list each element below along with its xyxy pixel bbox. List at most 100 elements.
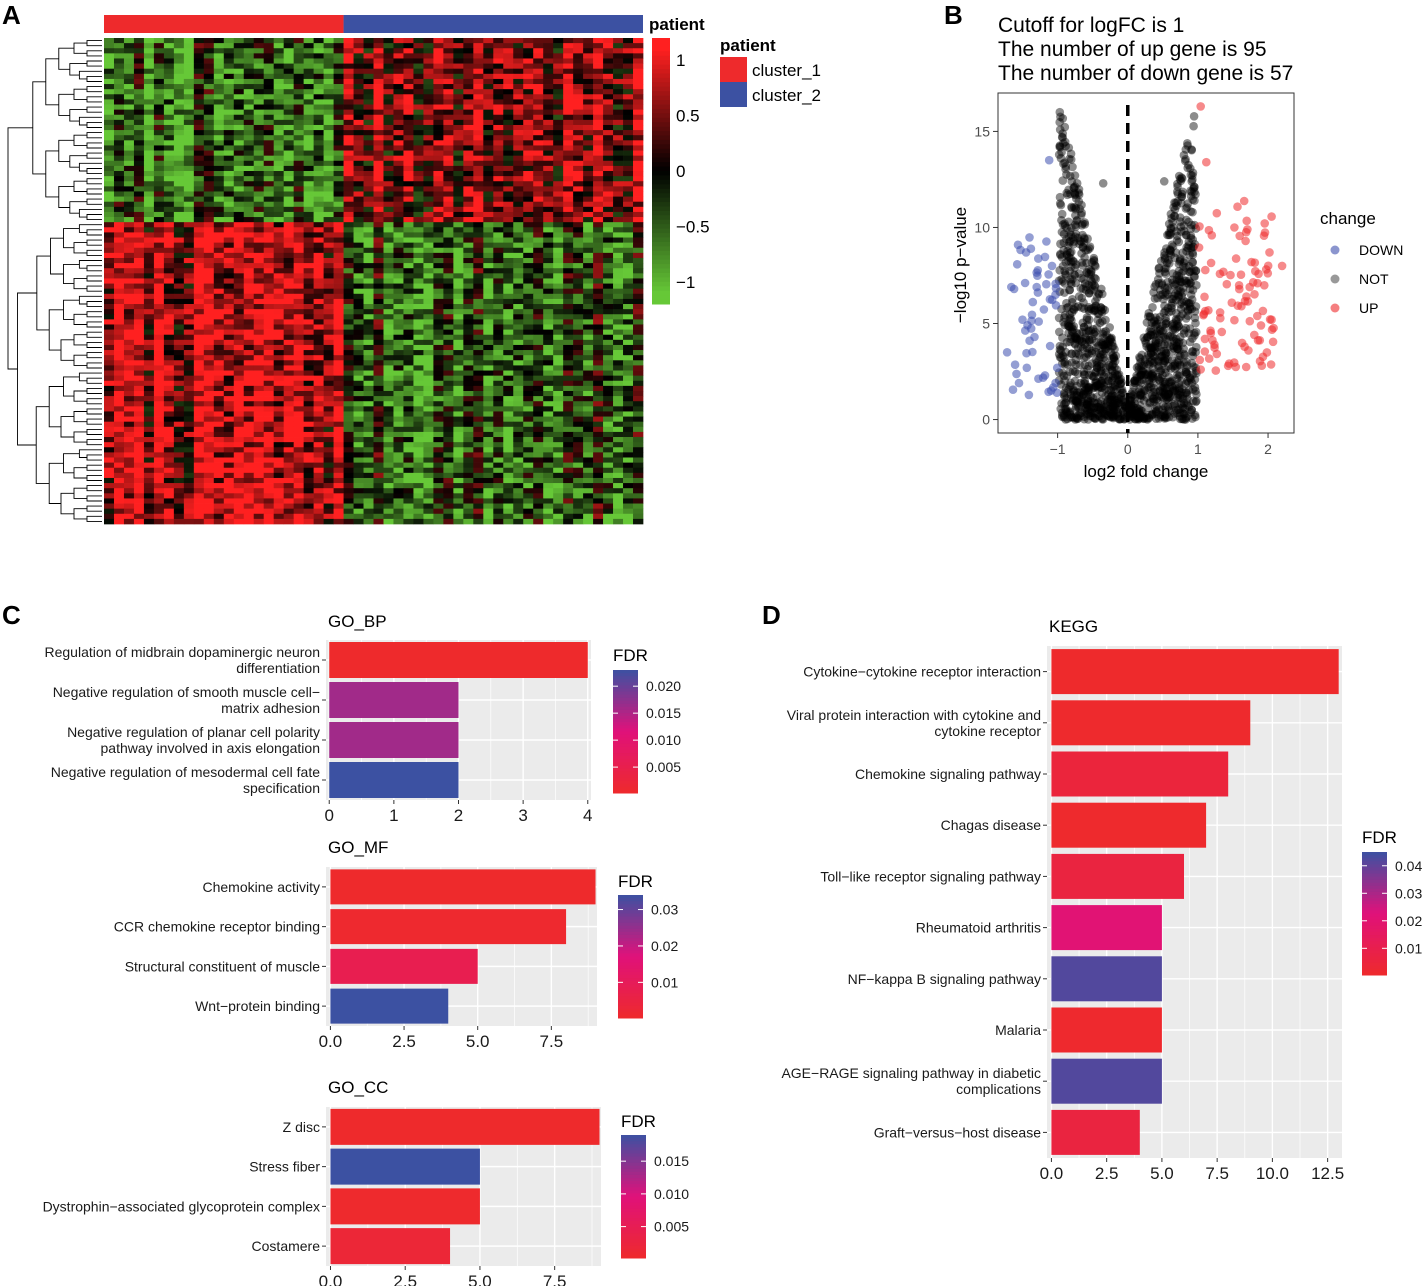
heatmap-cell: [413, 191, 424, 197]
heatmap-cell: [373, 130, 384, 136]
heatmap-cell: [383, 288, 394, 295]
heatmap-cell: [523, 73, 534, 80]
heatmap-cell: [453, 467, 464, 474]
heatmap-cell: [203, 452, 215, 458]
heatmap-cell: [343, 268, 354, 274]
heatmap-cell: [383, 242, 394, 249]
heatmap-cell: [543, 406, 554, 412]
heatmap-cell: [353, 227, 364, 233]
heatmap-cell: [104, 437, 115, 443]
heatmap-cell: [113, 365, 125, 371]
heatmap-cell: [283, 38, 294, 44]
heatmap-cell: [543, 370, 554, 376]
heatmap-cell: [563, 350, 574, 356]
heatmap-cell: [403, 38, 414, 44]
heatmap-cell: [483, 242, 494, 249]
heatmap-cell: [323, 104, 334, 110]
heatmap-cell: [473, 452, 484, 458]
heatmap-cell: [533, 160, 544, 167]
heatmap-cell: [153, 462, 165, 469]
heatmap-cell: [123, 130, 135, 136]
heatmap-cell: [513, 186, 524, 192]
heatmap-cell: [323, 477, 334, 484]
heatmap-cell: [603, 493, 614, 499]
heatmap-cell: [323, 339, 334, 346]
heatmap-cell: [513, 160, 524, 167]
heatmap-cell: [253, 293, 265, 300]
heatmap-cell: [403, 442, 414, 448]
heatmap-cell: [383, 201, 394, 208]
heatmap-cell: [603, 84, 614, 90]
heatmap-cell: [153, 48, 165, 54]
heatmap-cell: [393, 227, 404, 233]
heatmap-cell: [553, 130, 564, 136]
heatmap-cell: [223, 355, 235, 361]
heatmap-cell: [313, 53, 324, 59]
heatmap-cell: [453, 416, 464, 423]
heatmap-cell: [413, 498, 424, 504]
heatmap-cell: [183, 344, 195, 351]
heatmap-cell: [183, 181, 195, 187]
heatmap-cell: [343, 217, 354, 223]
heatmap-cell: [173, 268, 185, 274]
heatmap-cell: [383, 196, 394, 203]
heatmap-cell: [293, 181, 304, 187]
heatmap-cell: [533, 114, 544, 121]
heatmap-cell: [533, 206, 544, 213]
heatmap-cell: [303, 396, 314, 402]
heatmap-cell: [343, 104, 354, 110]
heatmap-cell: [263, 488, 275, 494]
heatmap-cell: [503, 242, 514, 249]
heatmap-cell: [173, 447, 185, 453]
heatmap-cell: [104, 493, 115, 499]
heatmap-cell: [583, 155, 594, 162]
heatmap-cell: [633, 293, 644, 300]
heatmap-cell: [393, 176, 404, 182]
heatmap-cell: [623, 211, 634, 218]
heatmap-cell: [553, 304, 564, 310]
dendrogram-branch: [69, 155, 87, 168]
heatmap-cell: [243, 334, 255, 341]
heatmap-cell: [443, 135, 454, 141]
heatmap-cell: [433, 365, 444, 371]
heatmap-cell: [173, 186, 185, 192]
heatmap-cell: [173, 252, 185, 259]
heatmap-cell: [163, 165, 175, 172]
heatmap-cell: [543, 452, 554, 458]
heatmap-cell: [533, 467, 544, 474]
heatmap-cell: [343, 406, 354, 412]
heatmap-cell: [213, 232, 225, 238]
heatmap-cell: [553, 344, 564, 351]
heatmap-cell: [503, 365, 514, 371]
heatmap-cell: [423, 370, 434, 376]
heatmap-cell: [233, 150, 245, 157]
heatmap-cell: [603, 232, 614, 238]
heatmap-cell: [473, 135, 484, 141]
heatmap-cell: [153, 78, 165, 85]
heatmap-cell: [553, 109, 564, 116]
heatmap-cell: [463, 252, 474, 259]
heatmap-cell: [563, 176, 574, 182]
heatmap-cell: [493, 119, 504, 126]
heatmap-cell: [213, 426, 225, 433]
heatmap-cell: [343, 191, 354, 197]
heatmap-cell: [343, 43, 354, 49]
heatmap-cell: [113, 217, 125, 223]
dendrogram-branch: [86, 341, 102, 348]
heatmap-cell: [373, 160, 384, 167]
heatmap-cell: [313, 298, 324, 305]
heatmap-cell: [173, 165, 185, 172]
heatmap-cell: [123, 78, 135, 85]
heatmap-cell: [343, 124, 354, 131]
heatmap-cell: [153, 375, 165, 382]
heatmap-cell: [263, 242, 275, 249]
heatmap-cell: [113, 68, 125, 75]
heatmap-cell: [233, 411, 245, 417]
heatmap-cell: [513, 124, 524, 131]
heatmap-cell: [104, 283, 115, 290]
heatmap-cell: [373, 304, 384, 310]
heatmap-cell: [573, 222, 584, 228]
heatmap-cell: [463, 160, 474, 167]
heatmap-cell: [403, 411, 414, 417]
heatmap-cell: [233, 78, 245, 85]
